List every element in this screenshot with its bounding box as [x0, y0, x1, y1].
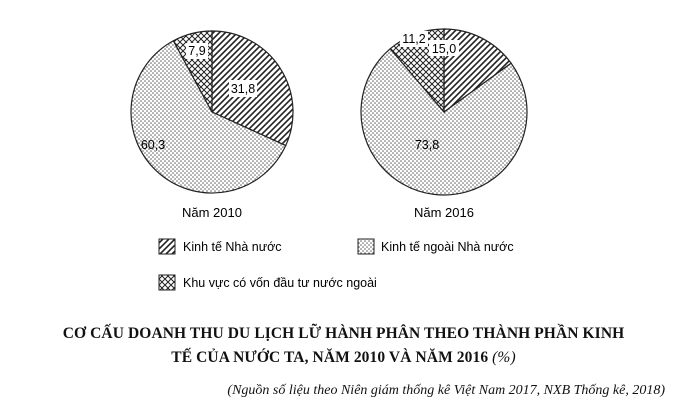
label-2010-state: 31,8: [231, 82, 255, 96]
title-unit: (%): [492, 349, 516, 366]
slice-2016-non-state: [360, 47, 528, 196]
label-2016-state: 15,0: [432, 42, 456, 56]
slice-2010-non-state: [130, 39, 287, 194]
year-label-2016: Năm 2016: [414, 205, 474, 220]
pie-2016: 15,0 73,8 11,2 Năm 2016: [360, 28, 528, 220]
legend-label-non-state: Kinh tế ngoài Nhà nước: [381, 240, 514, 254]
legend-label-foreign: Khu vực có vốn đầu tư nước ngoài: [183, 276, 377, 290]
year-label-2010: Năm 2010: [182, 205, 242, 220]
chart-title: CƠ CẤU DOANH THU DU LỊCH LỮ HÀNH PHÂN TH…: [0, 325, 687, 367]
title-line-1: CƠ CẤU DOANH THU DU LỊCH LỮ HÀNH PHÂN TH…: [62, 325, 625, 342]
pie-charts: 31,8 60,3 7,9 Năm 2010 15,0 73,8 11,2 Nă…: [130, 28, 528, 291]
slice-2016-state: [443, 28, 512, 114]
legend-item-foreign: Khu vực có vốn đầu tư nước ngoài: [158, 274, 377, 291]
label-2010-non-state: 60,3: [141, 138, 165, 152]
legend-swatch-crosshatch: [158, 274, 176, 291]
source-note: (Nguồn số liệu theo Niên giám thống kê V…: [227, 383, 665, 398]
label-bg-2016-state: [429, 40, 459, 56]
label-bg-2016-foreign: [400, 31, 428, 47]
label-bg-2010-state: [229, 80, 257, 97]
legend: Kinh tế Nhà nước Kinh tế ngoài Nhà nước …: [158, 238, 514, 291]
title-line-2: TẾ CỦA NƯỚC TA, NĂM 2010 VÀ NĂM 2016 (%): [0, 349, 687, 367]
legend-swatch-hatch: [158, 238, 176, 255]
label-2016-foreign: 11,2: [402, 32, 425, 46]
legend-swatch-dots: [357, 238, 375, 255]
title-line-2-text: TẾ CỦA NƯỚC TA, NĂM 2010 VÀ NĂM 2016: [171, 349, 489, 366]
label-bg-2010-foreign: [186, 43, 208, 59]
pie-2010: 31,8 60,3 7,9 Năm 2010: [130, 30, 294, 220]
label-2010-foreign: 7,9: [188, 44, 205, 58]
legend-item-state: Kinh tế Nhà nước: [158, 238, 282, 255]
legend-item-non-state: Kinh tế ngoài Nhà nước: [357, 238, 514, 255]
label-2016-non-state: 73,8: [415, 138, 439, 152]
legend-label-state: Kinh tế Nhà nước: [183, 240, 282, 254]
